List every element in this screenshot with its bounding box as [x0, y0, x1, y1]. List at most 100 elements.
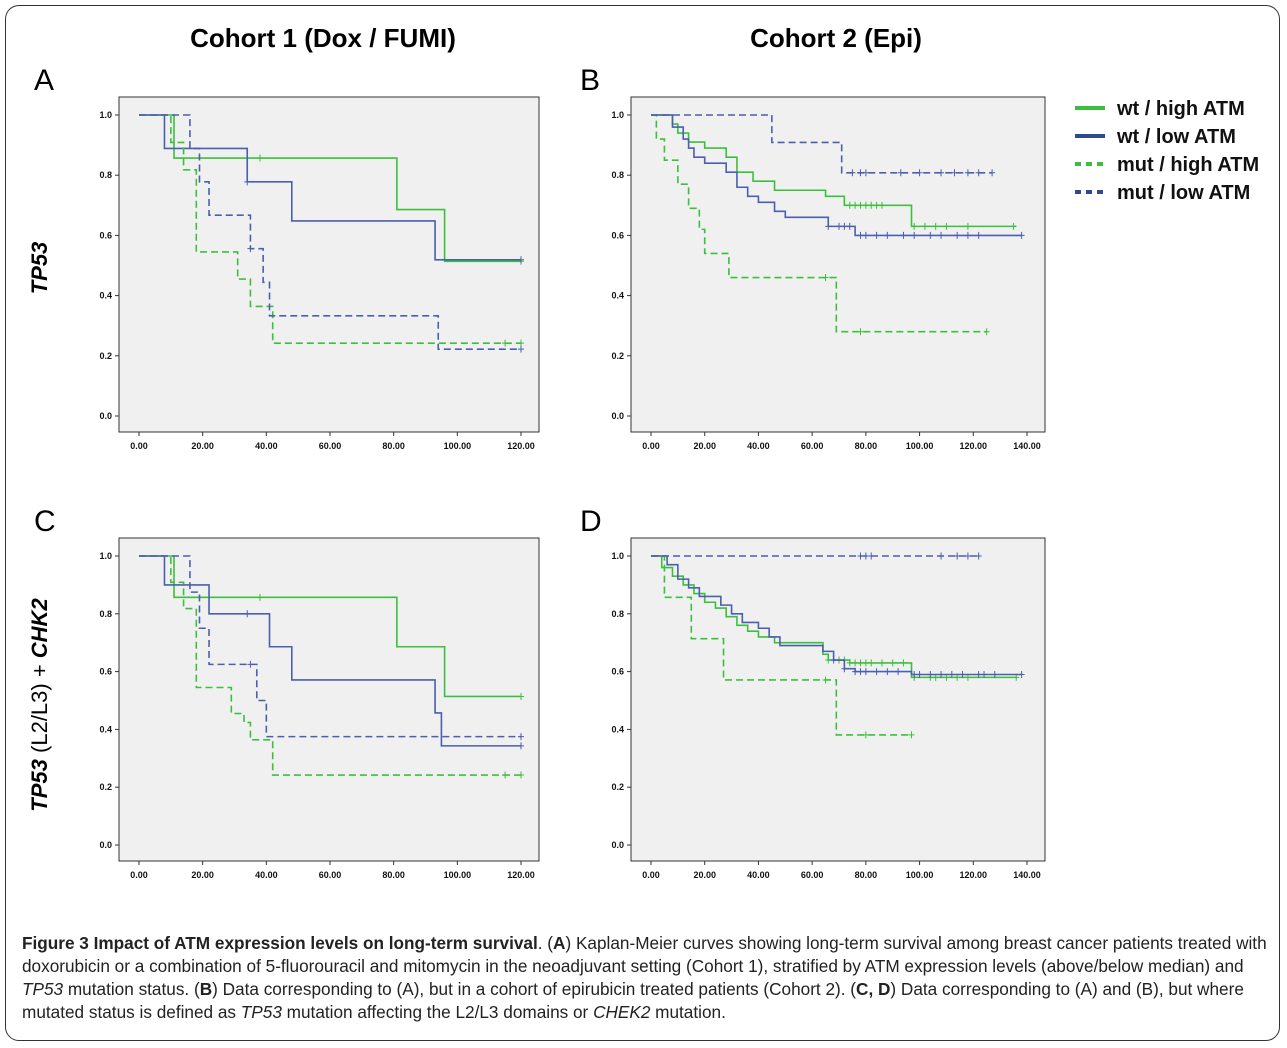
panel-letter-a: A	[34, 64, 54, 97]
censor-mark-mut-low-b	[938, 169, 945, 177]
censor-mark-wt-low-d	[1018, 670, 1025, 678]
x-tick-label-a: 20.00	[191, 441, 214, 451]
caption-tp53-1: TP53	[22, 979, 64, 999]
caption-chek2: CHEK2	[593, 1002, 651, 1022]
series-line-wt-low-c	[139, 555, 521, 747]
censor-mark-wt-low-b	[841, 222, 848, 230]
cohort1-title: Cohort 1 (Dox / FUMI)	[190, 23, 456, 53]
row2-label: TP53 (L2/L3) + CHK2	[27, 598, 52, 812]
legend-label-3: mut / high ATM	[1117, 154, 1259, 176]
censor-mark-wt-low-b	[911, 231, 918, 239]
censor-mark-wt-low-d	[911, 670, 918, 678]
km-panel-d: 0.0 0.2 0.4 0.6 0.8 1.0 0.00 20.00 40.00 60.00 80.…	[611, 537, 1046, 880]
censor-mark-wt-low-d	[948, 670, 955, 678]
censor-mark-wt-low-d	[830, 656, 837, 664]
y-tick-label-b: 0.2	[611, 351, 624, 361]
x-tick-label-a: 60.00	[319, 441, 342, 451]
x-tick-label-d: 20.00	[693, 870, 716, 880]
censor-mark-wt-low-b	[846, 222, 853, 230]
censor-mark-wt-low-c	[244, 610, 251, 618]
x-tick-label-d: 80.00	[855, 870, 878, 880]
censor-mark-wt-low-b	[1018, 231, 1025, 239]
censor-mark-wt-low-d	[991, 670, 998, 678]
y-tick-label-c: 0.2	[99, 782, 112, 792]
censor-mark-wt-low-b	[954, 231, 961, 239]
censor-mark-wt-low-b	[884, 231, 891, 239]
caption-tp53-2: TP53	[240, 1002, 282, 1022]
series-line-wt-low-b	[651, 114, 1022, 237]
censor-mark-wt-high-b	[943, 222, 950, 230]
panel-letter-b: B	[580, 64, 600, 97]
censor-mark-wt-low-b	[900, 231, 907, 239]
censor-mark-wt-high-b	[862, 201, 869, 209]
x-tick-label-d: 40.00	[747, 870, 770, 880]
x-tick-label-b: 40.00	[747, 441, 770, 451]
x-tick-label-a: 100.00	[444, 441, 472, 451]
series-line-mut-low-b	[651, 114, 993, 174]
censor-mark-mut-high-a	[518, 339, 524, 347]
censor-mark-mut-low-b	[862, 169, 869, 177]
censor-mark-wt-low-d	[873, 668, 880, 676]
plot-area-a	[118, 96, 540, 433]
legend-label-1: wt / high ATM	[1116, 98, 1245, 120]
censor-mark-wt-high-d	[852, 659, 859, 667]
x-tick-label-d: 100.00	[906, 870, 934, 880]
km-panel-c: 0.0 0.2 0.4 0.6 0.8 1.0 0.00 20.00 40.00 60.00 80.…	[99, 537, 540, 880]
plot-area-c	[118, 537, 540, 862]
censor-mark-mut-high-b	[857, 328, 864, 336]
censor-mark-wt-low-d	[841, 665, 848, 673]
y-tick-label-a: 1.0	[99, 110, 112, 120]
censor-mark-mut-high-d	[862, 731, 869, 739]
censor-mark-mut-high-c	[502, 771, 509, 779]
censor-mark-mut-low-b	[916, 169, 923, 177]
cohort2-title: Cohort 2 (Epi)	[750, 23, 922, 53]
y-tick-label-d: 1.0	[611, 551, 624, 561]
censor-mark-mut-low-c	[247, 660, 254, 668]
censor-mark-mut-low-d	[964, 552, 971, 560]
x-tick-label-c: 0.00	[130, 870, 148, 880]
censor-mark-wt-low-d	[895, 668, 902, 676]
censor-mark-mut-high-d	[908, 731, 915, 739]
censor-mark-mut-low-c	[518, 733, 524, 741]
censor-mark-wt-low-b	[964, 231, 971, 239]
censor-mark-wt-high-b	[878, 201, 885, 209]
censor-mark-mut-low-d	[862, 552, 869, 560]
y-tick-label-a: 0.0	[99, 411, 112, 421]
x-tick-label-a: 0.00	[130, 441, 148, 451]
censor-mark-mut-low-d	[954, 552, 961, 560]
y-tick-label-a: 0.2	[99, 351, 112, 361]
censor-mark-wt-high-d	[857, 659, 864, 667]
censor-mark-mut-high-c	[518, 771, 524, 779]
censor-mark-mut-low-b	[964, 169, 971, 177]
y-tick-label-d: 0.6	[611, 667, 624, 677]
row1-gene: TP53	[27, 242, 52, 295]
x-tick-label-c: 80.00	[382, 870, 405, 880]
x-tick-label-c: 20.00	[191, 870, 214, 880]
censor-mark-wt-low-b	[938, 231, 945, 239]
series-line-mut-low-a	[139, 114, 521, 350]
y-tick-label-a: 0.6	[99, 230, 112, 240]
y-tick-label-d: 0.8	[611, 609, 624, 619]
series-line-wt-high-a	[139, 114, 521, 263]
censor-mark-wt-high-c	[256, 593, 263, 601]
x-tick-label-b: 80.00	[855, 441, 878, 451]
x-tick-label-b: 0.00	[642, 441, 660, 451]
censor-mark-wt-low-b	[927, 231, 934, 239]
censor-mark-wt-low-d	[884, 668, 891, 676]
row2-gene2: CHK2	[27, 598, 52, 659]
censor-mark-wt-low-d	[927, 670, 934, 678]
series-line-wt-high-c	[139, 555, 521, 698]
y-tick-label-c: 0.8	[99, 609, 112, 619]
censor-mark-wt-high-b	[846, 201, 853, 209]
censor-mark-wt-high-b	[873, 201, 880, 209]
row2-mid: (L2/L3) +	[27, 658, 52, 759]
panel-letter-d: D	[580, 505, 602, 538]
x-tick-label-b: 20.00	[693, 441, 716, 451]
figure-frame	[5, 5, 1280, 1041]
y-tick-label-c: 1.0	[99, 551, 112, 561]
y-tick-label-d: 0.2	[611, 782, 624, 792]
x-tick-label-b: 60.00	[801, 441, 824, 451]
x-tick-label-a: 80.00	[382, 441, 405, 451]
x-tick-label-d: 120.00	[960, 870, 988, 880]
y-tick-label-d: 0.0	[611, 840, 624, 850]
